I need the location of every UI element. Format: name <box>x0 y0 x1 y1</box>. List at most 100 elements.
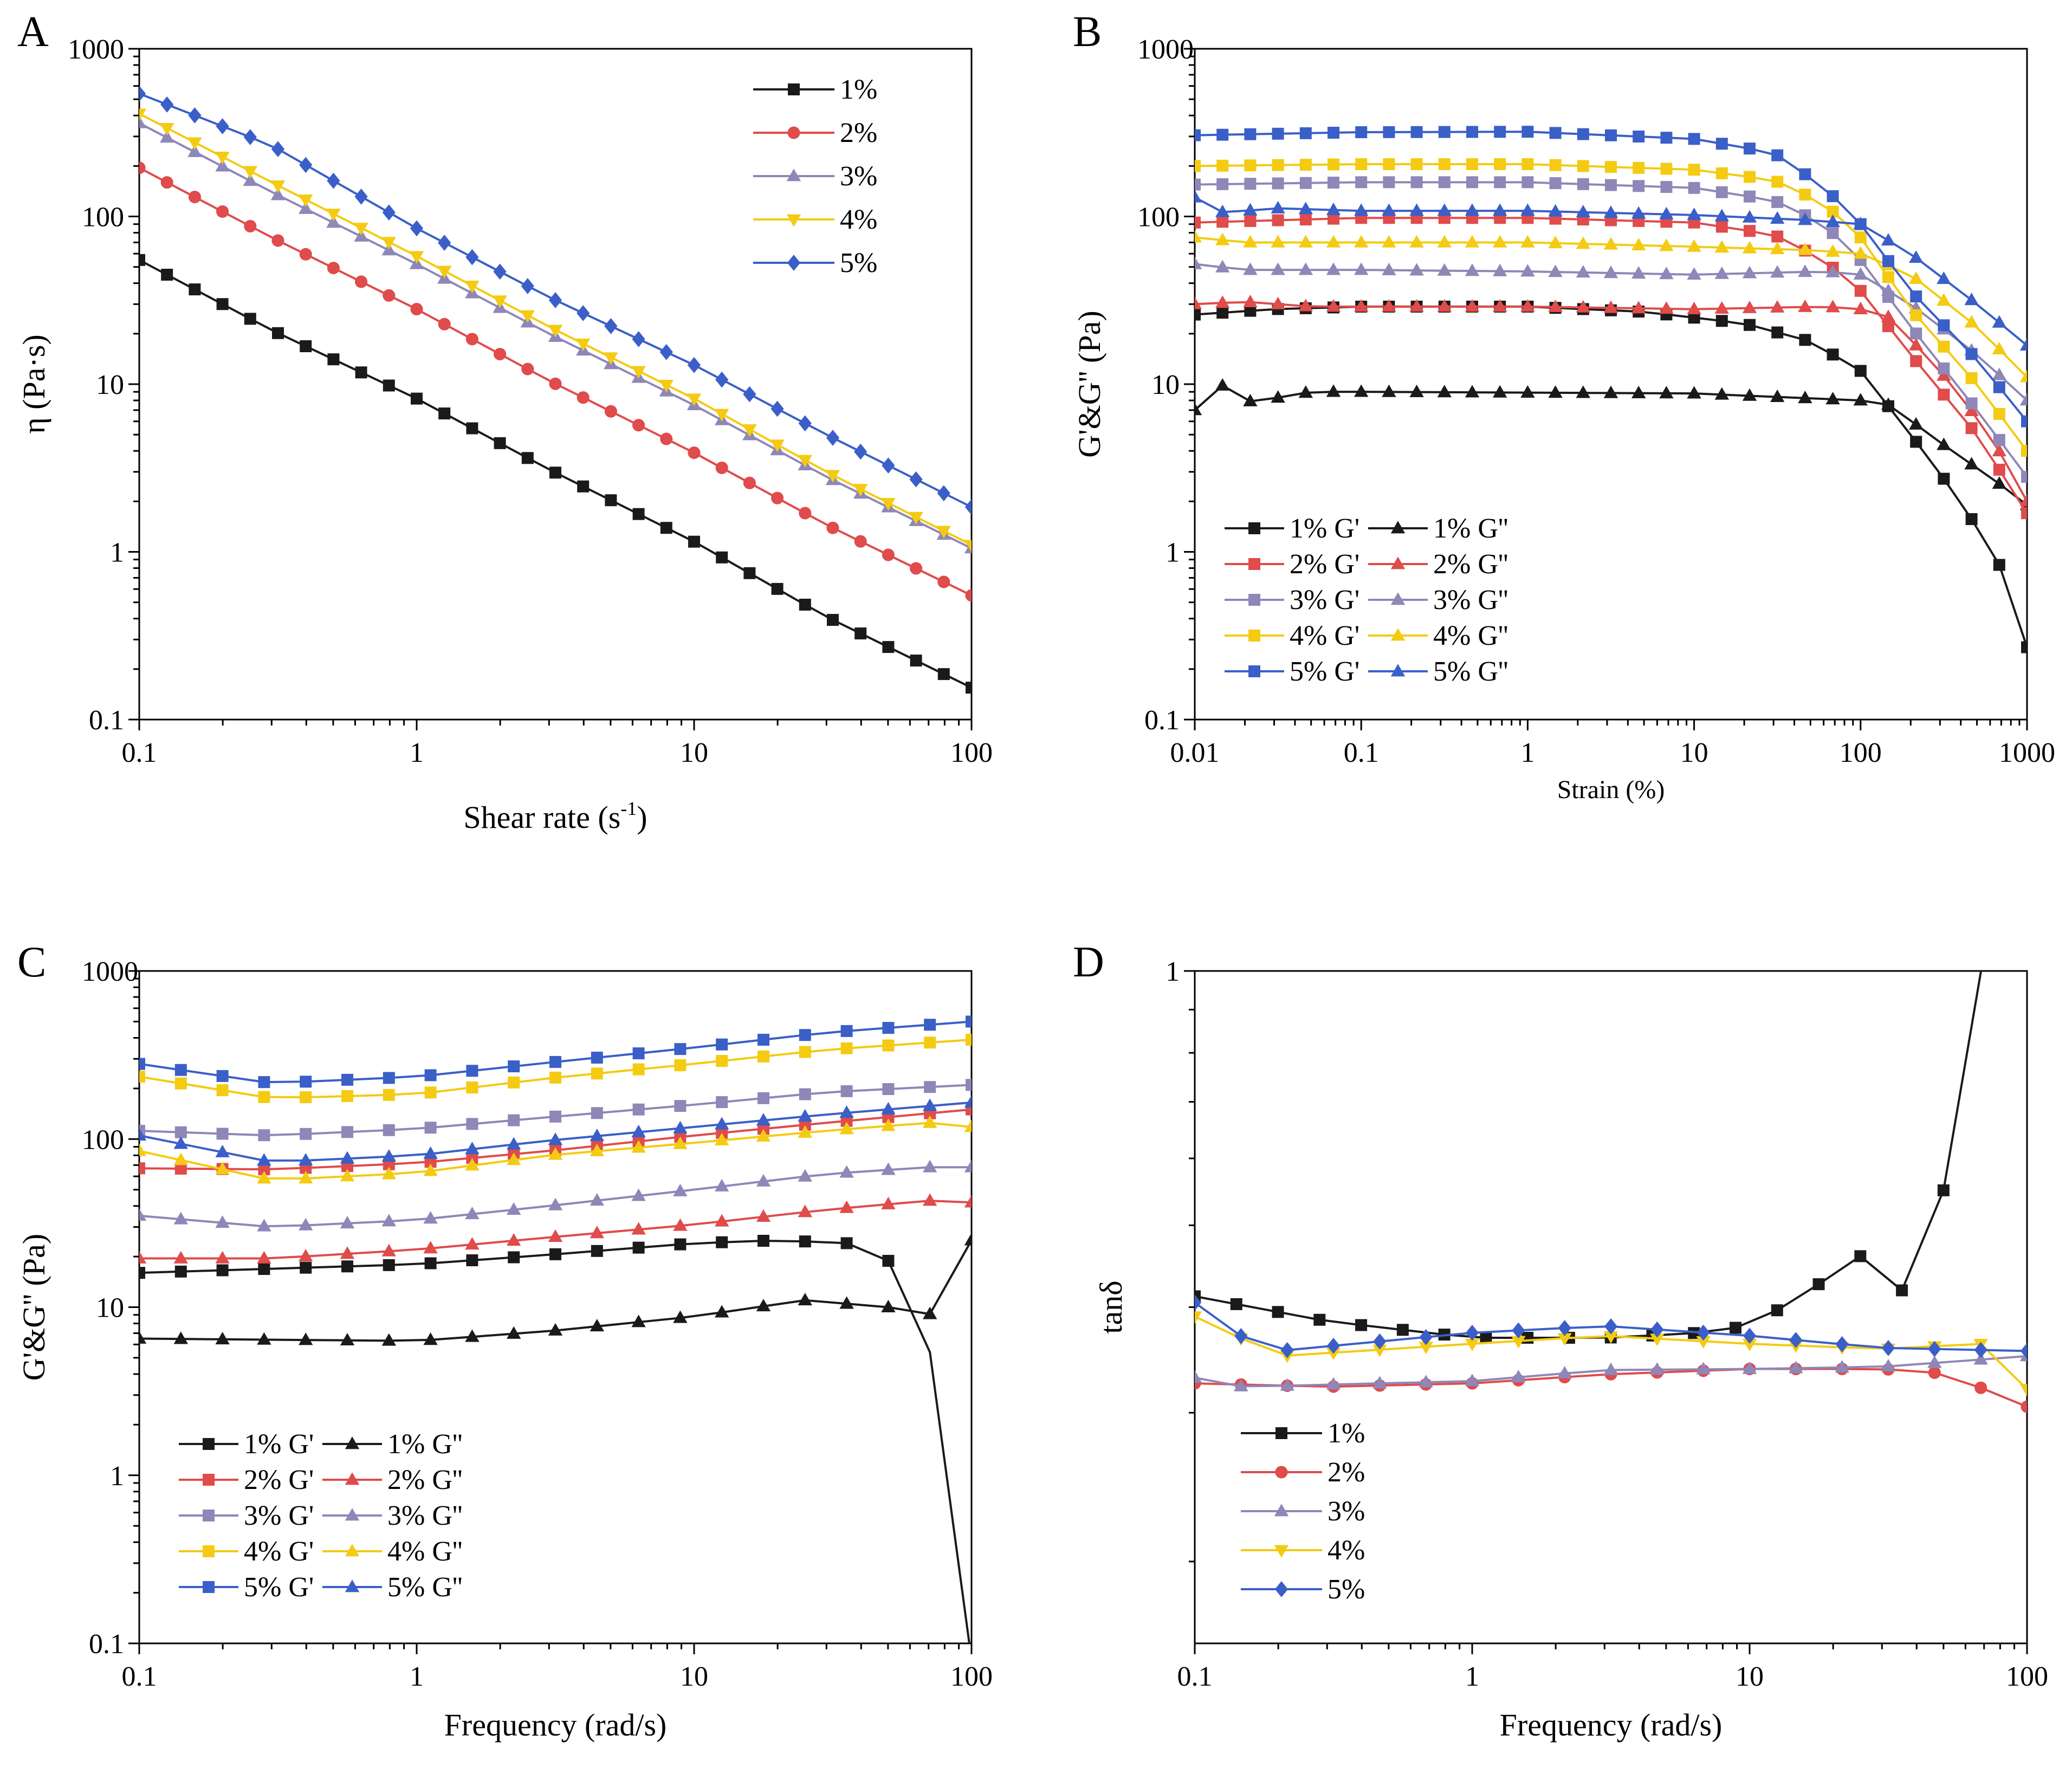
data-point <box>1993 559 2005 571</box>
data-point <box>1798 212 1812 225</box>
data-point <box>139 1143 147 1156</box>
data-point <box>1437 385 1452 398</box>
data-point <box>508 1114 520 1126</box>
data-point <box>604 352 618 365</box>
data-point <box>382 204 396 221</box>
data-point <box>2021 445 2027 457</box>
data-point <box>839 1296 854 1309</box>
legend-marker <box>1390 592 1406 605</box>
legend-marker <box>203 1545 215 1557</box>
data-point <box>139 1124 145 1137</box>
data-point <box>1243 294 1258 308</box>
data-point <box>1215 232 1230 245</box>
data-point <box>1715 167 1728 179</box>
data-point <box>1660 132 1673 144</box>
data-point <box>854 627 867 640</box>
data-point <box>1520 203 1535 216</box>
data-point <box>1937 293 1951 306</box>
data-point <box>1419 1375 1433 1388</box>
data-point <box>1521 158 1534 171</box>
data-point <box>1771 196 1784 208</box>
data-point <box>216 1084 229 1097</box>
legend-label: 1% <box>1328 1418 1365 1449</box>
legend-marker <box>203 1474 215 1486</box>
data-point <box>964 1160 972 1173</box>
data-point <box>1383 176 1395 189</box>
x-tick-label: 1000 <box>1999 737 2055 768</box>
data-point <box>271 141 285 158</box>
data-point <box>1299 177 1312 189</box>
data-point <box>590 1193 604 1206</box>
data-point <box>881 1118 896 1131</box>
data-point <box>1354 235 1369 248</box>
data-point <box>271 234 284 247</box>
series-3%-G- <box>139 1160 972 1232</box>
data-point <box>1328 126 1339 139</box>
data-point <box>1909 338 1924 351</box>
data-point <box>1298 299 1313 312</box>
data-point <box>1577 160 1589 172</box>
data-point <box>1557 1333 1572 1346</box>
data-point <box>1965 397 1978 410</box>
data-point <box>964 541 972 554</box>
data-point <box>1195 1294 1202 1311</box>
data-point <box>215 1162 230 1175</box>
data-point <box>326 209 341 222</box>
data-point <box>1511 1370 1526 1383</box>
data-point <box>1715 186 1728 198</box>
data-point <box>381 1214 396 1227</box>
data-point <box>966 1079 972 1091</box>
y-axis-label: tanδ <box>1093 1280 1129 1333</box>
data-point <box>549 1071 561 1084</box>
data-point <box>1409 235 1424 248</box>
data-point <box>839 1200 854 1213</box>
data-point <box>1216 128 1229 141</box>
data-point <box>1437 263 1452 276</box>
series-2%-G- <box>1195 294 2027 507</box>
legend-label: 1% G'' <box>1433 513 1508 544</box>
series-3%-G- <box>1195 176 2027 483</box>
data-point <box>1688 182 1700 194</box>
data-point <box>466 422 478 435</box>
data-point <box>466 1254 478 1266</box>
panel-a-shear-viscosity-chart: 0.1 1 10 100 0.1 1 10 100 1000 A Shear rate (s-1) η… <box>16 8 993 835</box>
data-point <box>827 614 839 626</box>
data-point <box>882 1022 895 1034</box>
data-point <box>508 1076 520 1089</box>
data-point <box>1650 1333 1665 1346</box>
data-point <box>1696 1336 1711 1349</box>
data-point <box>799 1118 811 1131</box>
data-point <box>1927 1355 1942 1368</box>
data-point <box>923 1098 937 1111</box>
data-point <box>465 1158 480 1171</box>
series-line <box>1195 217 2027 514</box>
data-point <box>839 1122 854 1135</box>
data-point <box>2021 415 2027 428</box>
x-tick-label: 0.01 <box>1170 737 1220 768</box>
data-point <box>840 1042 853 1054</box>
data-point <box>1548 204 1563 217</box>
data-point <box>1605 129 1617 141</box>
data-point <box>798 1292 812 1306</box>
data-point <box>604 318 618 334</box>
data-point <box>174 1265 187 1278</box>
data-point <box>327 353 340 366</box>
data-point <box>840 1025 853 1037</box>
legend-marker <box>1248 558 1260 570</box>
data-point <box>716 1038 728 1051</box>
data-point <box>1770 242 1785 255</box>
series-5% <box>139 85 972 515</box>
data-point <box>757 1050 769 1063</box>
data-point <box>1409 384 1424 398</box>
y-tick-label: 1000 <box>68 34 124 65</box>
data-point <box>173 1152 188 1165</box>
data-point <box>1465 1374 1480 1387</box>
data-point <box>465 1207 480 1220</box>
data-point <box>1909 250 1924 263</box>
data-point <box>881 1299 896 1312</box>
data-point <box>1789 1332 1803 1348</box>
data-point <box>715 409 729 422</box>
data-point <box>1910 355 1922 367</box>
